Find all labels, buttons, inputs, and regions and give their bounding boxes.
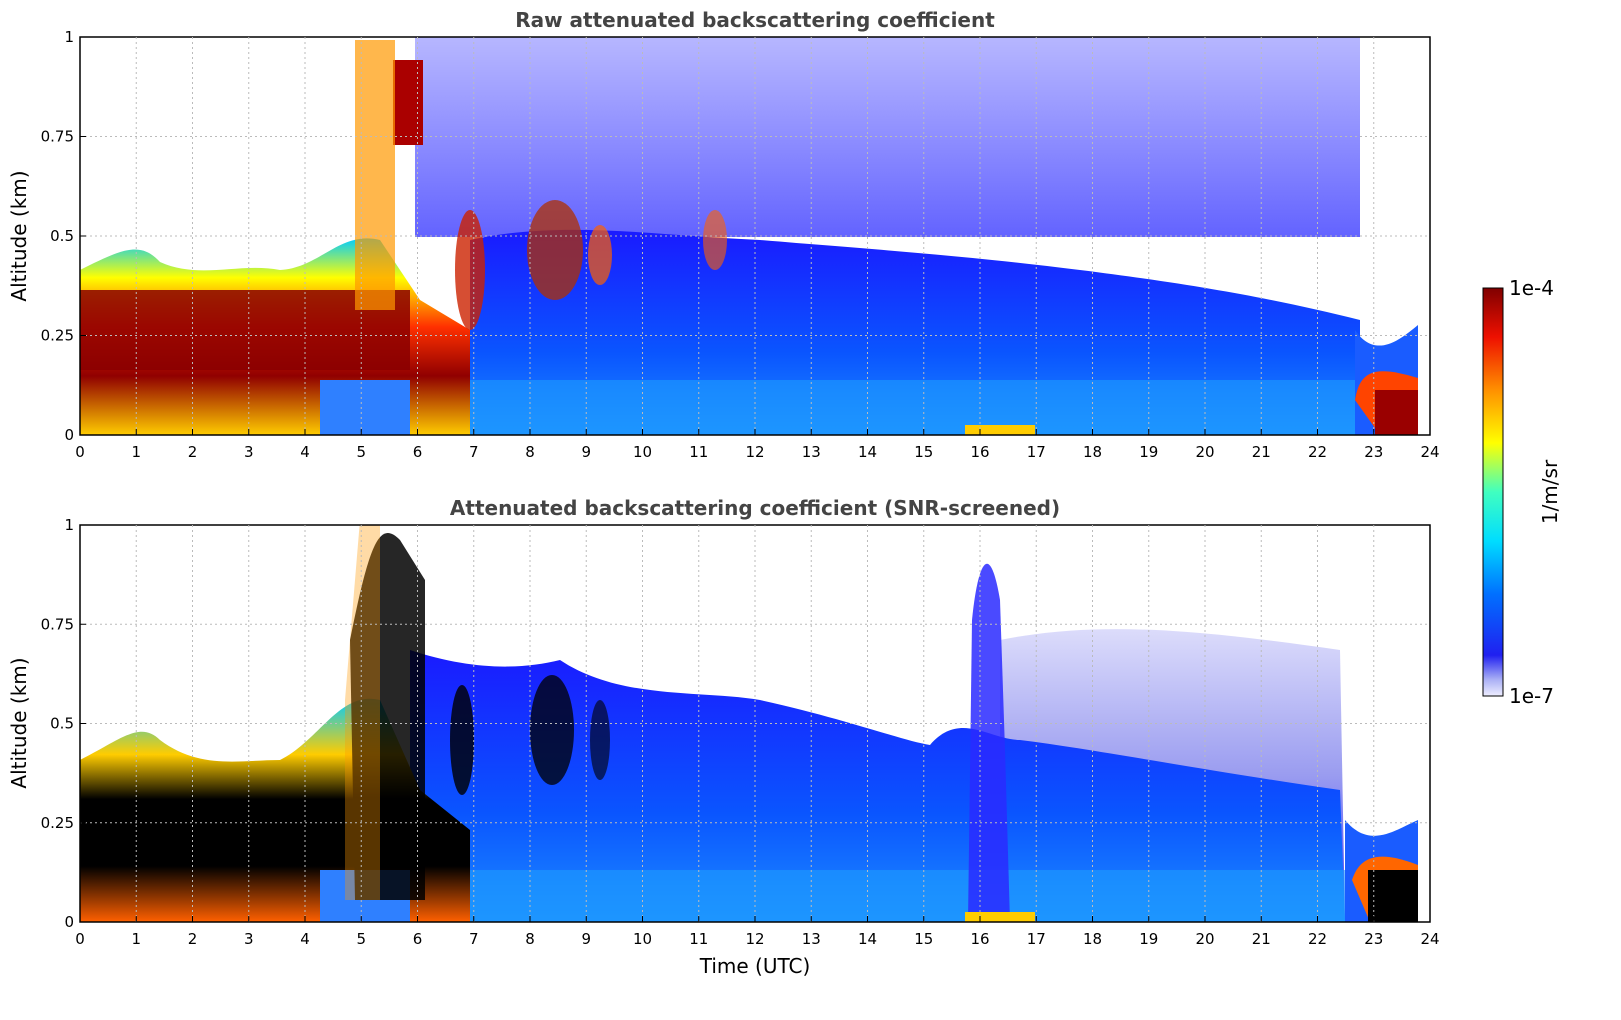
x-tick-label: 12 [745,930,764,948]
colorbar: 1e-4 1e-7 1/m/sr [1482,276,1562,708]
x-tick-label: 24 [1420,930,1439,948]
panel-screened-xaxis: 0 1 2 3 4 5 6 7 8 9 10 11 12 13 14 15 16 17 18 19 20 21 22 23 24 [75,525,1440,948]
x-tick-label: 4 [300,443,310,461]
x-tick-label: 2 [188,443,198,461]
panel-raw-grid [80,136,1430,336]
panel-screened-yaxis: 0 0.25 0.5 0.75 1 [41,516,86,931]
y-tick-label: 1 [64,28,74,46]
x-tick-label: 24 [1420,443,1439,461]
x-tick-label: 17 [1027,930,1046,948]
x-tick-label: 23 [1364,443,1383,461]
elevated-plume-2 [350,533,425,900]
y-tick-label: 0.75 [41,615,74,633]
colorbar-label: 1/m/sr [1538,459,1562,524]
x-tick-label: 10 [633,443,652,461]
x-tick-label: 21 [1252,930,1271,948]
y-tick-label: 1 [64,516,74,534]
y-tick-label: 0 [64,426,74,444]
y-tick-label: 0 [64,913,74,931]
x-tick-label: 13 [802,443,821,461]
panel-screened-ylabel: Altitude (km) [7,657,31,788]
x-tick-label: 9 [581,930,591,948]
x-tick-label: 17 [1027,443,1046,461]
x-tick-label: 8 [525,930,535,948]
x-tick-label: 5 [356,930,366,948]
x-tick-label: 8 [525,443,535,461]
panel-raw-title: Raw attenuated backscattering coefficien… [515,8,995,32]
colorbar-gradient [1482,287,1504,697]
panel-screened-xlabel: Time (UTC) [699,954,811,978]
panel-screened-title: Attenuated backscattering coefficient (S… [450,496,1060,520]
x-tick-label: 4 [300,930,310,948]
x-tick-label: 18 [1083,443,1102,461]
x-tick-label: 18 [1083,930,1102,948]
panel-raw-ylabel: Altitude (km) [7,170,31,301]
x-tick-label: 13 [802,930,821,948]
x-tick-label: 10 [633,930,652,948]
elevated-plume [393,60,423,145]
x-tick-label: 20 [1195,930,1214,948]
x-tick-label: 11 [689,443,708,461]
x-tick-label: 3 [244,930,254,948]
boundary-layer-2 [410,650,1345,922]
x-tick-label: 22 [1308,930,1327,948]
x-tick-label: 7 [469,443,479,461]
panel-raw-yaxis: 0 0.25 0.5 0.75 1 [41,28,86,444]
x-tick-label: 15 [914,443,933,461]
x-tick-label: 16 [970,443,989,461]
y-tick-label: 0.75 [41,128,74,146]
x-tick-label: 15 [914,930,933,948]
panel-raw-xaxis: 0 1 2 3 4 5 6 7 8 9 10 11 12 13 14 15 16 17 18 19 20 21 22 23 24 [75,37,1440,461]
colorbar-min-label: 1e-7 [1509,684,1554,708]
rising-plume [968,563,1010,922]
y-tick-label: 0.5 [50,227,74,245]
x-tick-label: 14 [858,930,877,948]
x-tick-label: 9 [581,443,591,461]
x-tick-label: 16 [970,930,989,948]
x-tick-label: 7 [469,930,479,948]
x-tick-label: 23 [1364,930,1383,948]
panel-screened: Attenuated backscattering coefficient (S… [7,496,1440,978]
x-tick-label: 6 [413,443,423,461]
x-tick-label: 0 [75,443,85,461]
x-tick-label: 19 [1139,930,1158,948]
colorbar-max-label: 1e-4 [1509,276,1554,300]
x-tick-label: 14 [858,443,877,461]
x-tick-label: 5 [356,443,366,461]
noise-region [415,37,1360,237]
x-tick-label: 6 [413,930,423,948]
panel-raw: Raw attenuated backscattering coefficien… [7,8,1440,461]
x-tick-label: 2 [188,930,198,948]
x-tick-label: 0 [75,930,85,948]
x-tick-label: 21 [1252,443,1271,461]
x-tick-label: 11 [689,930,708,948]
y-tick-label: 0.25 [41,327,74,345]
panel-screened-grid [80,623,1430,824]
x-tick-label: 1 [131,930,141,948]
x-tick-label: 20 [1195,443,1214,461]
x-tick-label: 19 [1139,443,1158,461]
y-tick-label: 0.25 [41,814,74,832]
y-tick-label: 0.5 [50,715,74,733]
x-tick-label: 3 [244,443,254,461]
x-tick-label: 1 [131,443,141,461]
x-tick-label: 12 [745,443,764,461]
x-tick-label: 22 [1308,443,1327,461]
